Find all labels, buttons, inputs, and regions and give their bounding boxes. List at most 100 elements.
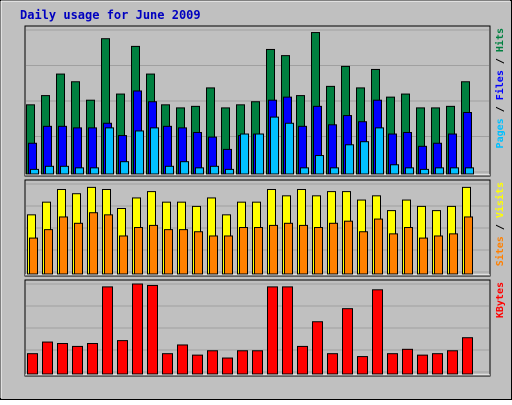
bar-files-day-19 — [298, 125, 307, 175]
bar-kbytes-day-3 — [57, 343, 68, 375]
bar-sites-day-20 — [314, 227, 323, 275]
bar-kbytes-day-21 — [327, 353, 338, 375]
bar-sites-day-12 — [194, 231, 203, 275]
bar-pages-day-6 — [105, 127, 114, 175]
bar-pages-day-30 — [465, 167, 474, 175]
bar-kbytes-day-2 — [42, 341, 53, 375]
bar-sites-day-3 — [59, 216, 68, 275]
bar-pages-day-25 — [390, 164, 399, 175]
bar-pages-day-7 — [120, 161, 129, 175]
bar-pages-day-9 — [150, 127, 159, 175]
bar-sites-day-16 — [254, 227, 263, 275]
bar-kbytes-day-5 — [87, 343, 98, 375]
bar-pages-day-17 — [270, 116, 279, 175]
bar-sites-day-27 — [419, 237, 428, 275]
bar-kbytes-day-24 — [372, 289, 383, 375]
bar-kbytes-day-20 — [312, 321, 323, 375]
bar-kbytes-day-27 — [417, 354, 428, 375]
bar-sites-day-4 — [74, 222, 83, 275]
bar-kbytes-day-9 — [147, 284, 158, 375]
bar-sites-day-11 — [179, 229, 188, 275]
bar-pages-day-14 — [225, 168, 234, 175]
bar-kbytes-day-13 — [207, 350, 218, 375]
bar-pages-day-4 — [75, 167, 84, 175]
bar-kbytes-day-28 — [432, 353, 443, 375]
bar-sites-day-14 — [224, 235, 233, 275]
bar-sites-day-22 — [344, 220, 353, 275]
bar-kbytes-day-11 — [177, 344, 188, 375]
bar-sites-day-29 — [449, 233, 458, 275]
bar-kbytes-day-10 — [162, 353, 173, 375]
bar-sites-day-23 — [359, 231, 368, 275]
bar-pages-day-5 — [90, 167, 99, 175]
legend-item: Sites — [494, 236, 506, 266]
bar-sites-day-26 — [404, 227, 413, 275]
bar-sites-day-28 — [434, 235, 443, 275]
bar-kbytes-day-19 — [297, 345, 308, 375]
bar-kbytes-day-1 — [27, 353, 38, 375]
legend-item: KBytes — [495, 282, 506, 318]
bar-pages-day-26 — [405, 167, 414, 175]
panel-visits-sites-series-legend: Sites / Visits — [494, 182, 506, 266]
bar-pages-day-23 — [360, 141, 369, 175]
bar-sites-day-2 — [44, 229, 53, 275]
bar-kbytes-day-7 — [117, 340, 128, 375]
legend-item: / — [495, 218, 506, 236]
bar-kbytes-day-17 — [267, 286, 278, 375]
bar-kbytes-day-23 — [357, 356, 368, 375]
bar-sites-day-13 — [209, 235, 218, 275]
bar-sites-day-21 — [329, 222, 338, 275]
bar-kbytes-day-25 — [387, 353, 398, 375]
legend-item: Visits — [494, 182, 506, 218]
bar-files-day-5 — [88, 127, 97, 175]
bar-files-day-30 — [463, 112, 472, 175]
bar-pages-day-24 — [375, 127, 384, 175]
panel-hits-files-pages-series-legend: Pages / Files / Hits — [494, 28, 506, 148]
bar-sites-day-17 — [269, 224, 278, 275]
bar-sites-day-19 — [299, 224, 308, 275]
legend-item: / — [495, 52, 506, 70]
bar-sites-day-18 — [284, 222, 293, 275]
bar-pages-day-12 — [195, 167, 204, 175]
bar-kbytes-day-6 — [102, 286, 113, 375]
bar-kbytes-day-16 — [252, 350, 263, 375]
bar-sites-day-10 — [164, 229, 173, 275]
bar-pages-day-20 — [315, 155, 324, 175]
bar-kbytes-day-29 — [447, 350, 458, 375]
bar-pages-day-22 — [345, 144, 354, 175]
bar-sites-day-15 — [239, 227, 248, 275]
bar-sites-day-5 — [89, 212, 98, 275]
legend-item: Hits — [494, 28, 506, 52]
bar-kbytes-day-15 — [237, 350, 248, 375]
bar-files-day-21 — [328, 124, 337, 175]
bar-pages-day-27 — [420, 168, 429, 175]
bar-pages-day-19 — [300, 167, 309, 175]
bar-kbytes-day-12 — [192, 354, 203, 375]
bar-sites-day-24 — [374, 218, 383, 275]
bar-kbytes-day-26 — [402, 348, 413, 375]
bar-pages-day-28 — [435, 167, 444, 175]
bar-pages-day-13 — [210, 165, 219, 175]
bar-sites-day-1 — [29, 237, 38, 275]
bar-kbytes-day-4 — [72, 345, 83, 375]
bar-sites-day-25 — [389, 233, 398, 275]
bar-pages-day-2 — [45, 165, 54, 175]
bar-pages-day-11 — [180, 161, 189, 175]
bar-sites-day-9 — [149, 224, 158, 275]
bar-sites-day-30 — [464, 216, 473, 275]
legend-item: Files — [494, 70, 506, 100]
bar-kbytes-day-30 — [462, 337, 473, 375]
legend-item: Pages — [495, 118, 506, 148]
bar-pages-day-18 — [285, 122, 294, 175]
bar-sites-day-6 — [104, 214, 113, 275]
bar-sites-day-7 — [119, 235, 128, 275]
bar-sites-day-8 — [134, 227, 143, 275]
bar-kbytes-day-8 — [132, 283, 143, 375]
bar-pages-day-29 — [450, 167, 459, 175]
bar-pages-day-1 — [30, 168, 39, 175]
bar-pages-day-16 — [255, 133, 264, 175]
plot-layer: Pages / Files / Hits Sites / Visits KBytes — [24, 25, 506, 377]
legend-item: / — [495, 100, 506, 118]
